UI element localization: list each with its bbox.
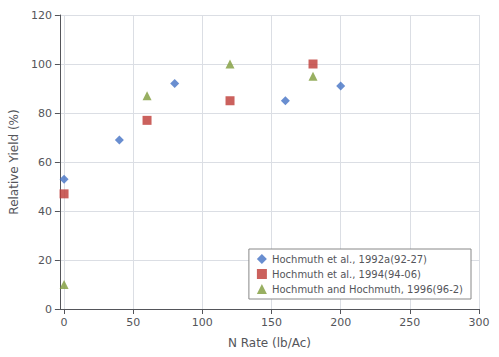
svg-text:100: 100: [192, 316, 213, 329]
svg-text:Relative Yield (%): Relative Yield (%): [7, 109, 21, 214]
svg-text:80: 80: [38, 107, 52, 120]
svg-text:40: 40: [38, 205, 52, 218]
svg-text:300: 300: [469, 316, 490, 329]
svg-text:60: 60: [38, 156, 52, 169]
svg-text:Hochmuth et al., 1992a(92-27): Hochmuth et al., 1992a(92-27): [272, 254, 427, 265]
svg-text:N Rate (lb/Ac): N Rate (lb/Ac): [228, 336, 311, 350]
svg-text:200: 200: [330, 316, 351, 329]
svg-text:50: 50: [126, 316, 140, 329]
svg-text:250: 250: [399, 316, 420, 329]
svg-text:Hochmuth and Hochmuth, 1996(96: Hochmuth and Hochmuth, 1996(96-2): [272, 284, 463, 295]
svg-text:150: 150: [261, 316, 282, 329]
svg-text:20: 20: [38, 254, 52, 267]
svg-text:100: 100: [31, 58, 52, 71]
svg-text:Hochmuth et al., 1994(94-06): Hochmuth et al., 1994(94-06): [272, 269, 421, 280]
svg-text:0: 0: [61, 316, 68, 329]
svg-text:120: 120: [31, 9, 52, 22]
svg-text:0: 0: [45, 303, 52, 316]
